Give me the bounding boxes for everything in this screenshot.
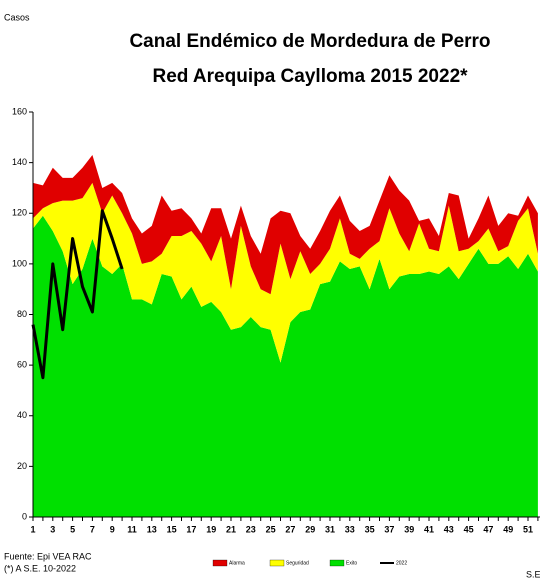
x-tick-label: 5 <box>70 524 75 534</box>
x-axis-label: S.E <box>526 569 540 579</box>
x-tick-label: 15 <box>167 524 177 534</box>
x-tick-label: 49 <box>503 524 513 534</box>
legend-swatch <box>269 559 285 567</box>
x-tick-label: 13 <box>147 524 157 534</box>
y-tick-label: 40 <box>17 410 27 420</box>
y-tick-label: 120 <box>12 208 27 218</box>
chart-subtitle: Red Arequipa Caylloma 2015 2022* <box>152 66 468 87</box>
x-tick-label: 37 <box>384 524 394 534</box>
x-tick-label: 19 <box>206 524 216 534</box>
legend-swatch <box>212 559 228 567</box>
x-tick-label: 3 <box>50 524 55 534</box>
y-tick-label: 140 <box>12 157 27 167</box>
line-2022 <box>31 209 124 380</box>
chart-title: Canal Endémico de Mordedura de Perro <box>129 31 490 52</box>
x-tick-label: 7 <box>90 524 95 534</box>
legend-label: Exito <box>346 560 357 566</box>
y-tick-label: 20 <box>17 461 27 471</box>
x-tick-label: 27 <box>285 524 295 534</box>
x-tick-label: 41 <box>424 524 434 534</box>
x-tick-label: 47 <box>483 524 493 534</box>
x-tick-label: 17 <box>186 524 196 534</box>
area-2 <box>33 155 538 295</box>
x-tick-label: 9 <box>110 524 115 534</box>
x-tick-label: 21 <box>226 524 236 534</box>
x-tick-label: 33 <box>345 524 355 534</box>
x-tick-label: 43 <box>444 524 454 534</box>
y-tick-label: 160 <box>12 106 27 116</box>
legend-label: Alarma <box>229 560 245 566</box>
x-tick-label: 35 <box>365 524 375 534</box>
x-tick-label: 51 <box>523 524 533 534</box>
y-tick-label: 60 <box>17 360 27 370</box>
area-1 <box>33 182 538 363</box>
x-tick-label: 23 <box>246 524 256 534</box>
source: Fuente: Epi VEA RAC <box>4 551 92 561</box>
area-0 <box>33 215 538 517</box>
x-tick-label: 39 <box>404 524 414 534</box>
x-tick-label: 25 <box>266 524 276 534</box>
legend-label: 2022 <box>396 560 407 566</box>
legend-label: Seguridad <box>286 560 309 566</box>
y-axis-label: Casos <box>4 12 30 22</box>
x-tick-label: 45 <box>464 524 474 534</box>
note: (*) A S.E. 10-2022 <box>4 563 76 573</box>
x-tick-label: 1 <box>30 524 35 534</box>
y-tick-label: 80 <box>17 309 27 319</box>
legend-swatch <box>329 559 345 567</box>
x-tick-label: 29 <box>305 524 315 534</box>
x-tick-label: 31 <box>325 524 335 534</box>
y-tick-label: 100 <box>12 258 27 268</box>
y-tick-label: 0 <box>22 511 27 521</box>
x-tick-label: 11 <box>127 524 137 534</box>
